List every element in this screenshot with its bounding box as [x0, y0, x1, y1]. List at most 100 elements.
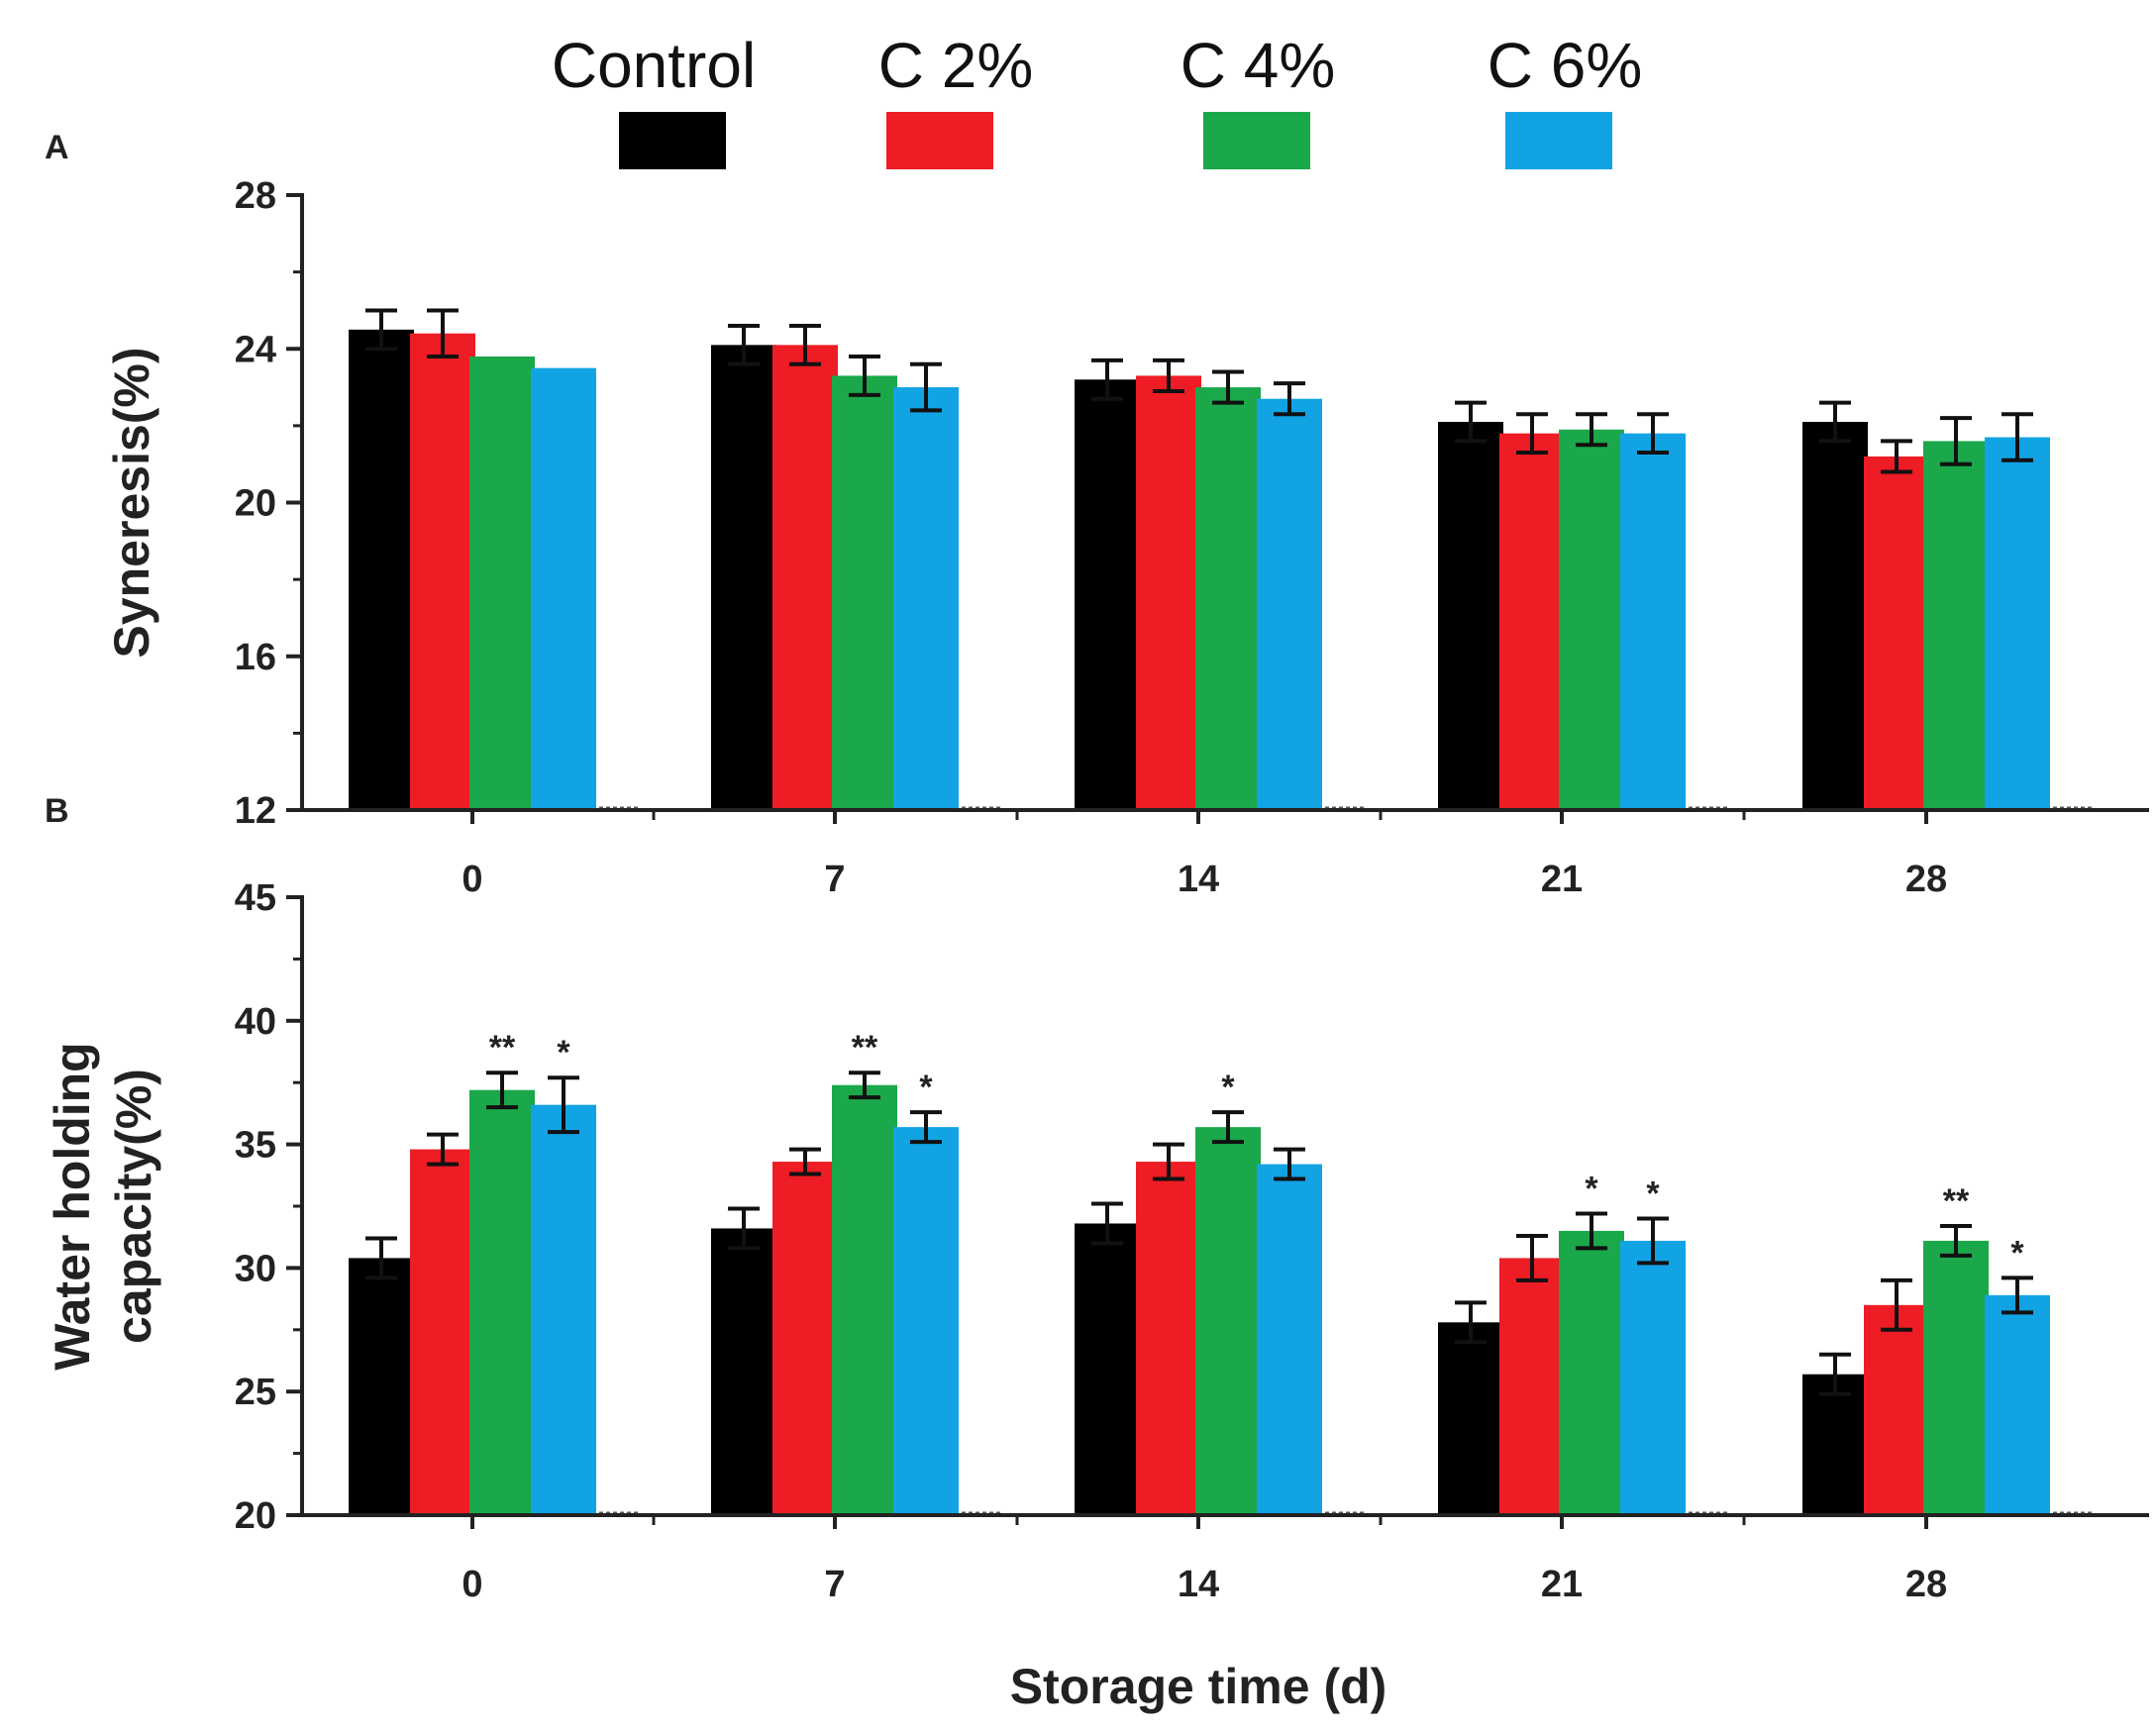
- significance-mark: **: [1943, 1182, 1970, 1220]
- error-bar: [1819, 1352, 1851, 1396]
- legend-label: C 2%: [878, 30, 1034, 101]
- x-tick-label: 14: [1178, 1564, 1219, 1605]
- legend: Control C 2% C 4% C 6%: [552, 30, 1642, 169]
- error-bar: [1091, 1201, 1123, 1246]
- error-bar: [789, 1147, 821, 1176]
- bar-c-4pct-day-0: [469, 1089, 535, 1515]
- legend-label: C 4%: [1181, 30, 1336, 101]
- error-bar: [1212, 369, 1244, 405]
- legend-swatch: [886, 112, 993, 169]
- legend-item-control: Control: [552, 30, 756, 169]
- legend-swatch: [1505, 112, 1612, 169]
- significance-mark: *: [1585, 1170, 1598, 1207]
- error-bar: [1576, 412, 1607, 448]
- y-ticks: 12 16 20 24 28: [235, 175, 302, 832]
- significance-mark: *: [1221, 1069, 1235, 1106]
- y-axis-title-line: Water holding: [45, 1042, 100, 1370]
- bars: [349, 308, 2093, 810]
- error-bar: [1881, 439, 1912, 474]
- bar-c-2pct-day-7: [772, 345, 838, 810]
- bar-c-4pct-day-14: [1195, 1127, 1261, 1515]
- legend-label: Control: [552, 30, 756, 101]
- error-bar: [849, 355, 880, 397]
- x-tick-label: 21: [1541, 859, 1583, 900]
- bar-c-2pct-day-21: [1499, 433, 1565, 810]
- y-tick-label: 25: [235, 1372, 276, 1413]
- x-tick-label: 0: [462, 859, 482, 900]
- x-tick-label: 7: [824, 1564, 845, 1605]
- y-axis-title-line: capacity(%): [106, 1069, 161, 1344]
- bar-c-4pct-day-28: [1923, 441, 1989, 810]
- bar-c-4pct-day-21: [1559, 1230, 1624, 1515]
- error-bar: [1637, 412, 1669, 456]
- bar-c-6pct-day-28: [1985, 437, 2050, 810]
- y-tick-label: 20: [235, 483, 276, 525]
- significance-mark: *: [557, 1034, 570, 1072]
- error-bar: [365, 308, 397, 352]
- bar-c-2pct-day-7: [772, 1162, 838, 1515]
- bar-c-6pct-day-21: [1620, 1240, 1686, 1515]
- error-bar: [1091, 357, 1123, 401]
- bar-c-6pct-day-7: [893, 387, 959, 810]
- bar-c-2pct-day-21: [1499, 1258, 1565, 1515]
- y-tick-label: 40: [235, 1001, 276, 1043]
- y-tick-label: 12: [235, 790, 276, 832]
- legend-item-c-2pct: C 2%: [878, 30, 1034, 169]
- bar-control-day-21: [1438, 421, 1503, 810]
- bar-c-2pct-day-0: [410, 333, 475, 810]
- bar-c-6pct-day-0: [531, 1104, 596, 1515]
- error-bar: [1637, 1216, 1669, 1266]
- bar-control-day-14: [1075, 1223, 1140, 1515]
- x-tick-label: 21: [1541, 1564, 1583, 1605]
- y-tick-label: 45: [235, 877, 276, 919]
- bar-c-6pct-day-7: [893, 1127, 959, 1515]
- y-ticks: 20 25 30 35 40 45: [235, 877, 302, 1537]
- legend-swatch: [1203, 112, 1310, 169]
- bar-c-6pct-day-28: [1985, 1294, 2050, 1515]
- bar-control-day-28: [1802, 421, 1868, 810]
- bar-c-4pct-day-21: [1559, 429, 1624, 810]
- error-bar: [1516, 1233, 1548, 1282]
- error-bar: [1940, 416, 1972, 466]
- bar-c-4pct-day-7: [832, 375, 897, 810]
- y-axis-title: Syneresis(%): [104, 347, 159, 658]
- error-bar: [1819, 400, 1851, 444]
- x-tick-label: 14: [1178, 859, 1219, 900]
- legend-swatch: [619, 112, 726, 169]
- bar-control-day-28: [1802, 1374, 1868, 1515]
- panel-a-syneresis: A 12 16 20 24 28 0 7 14 21 28 Syneresis(%): [45, 129, 2149, 900]
- error-bar: [910, 1110, 942, 1145]
- error-bar: [1576, 1211, 1607, 1251]
- error-bar: [1274, 1147, 1305, 1181]
- error-bar: [486, 1071, 518, 1110]
- bar-control-day-0: [349, 1258, 414, 1515]
- y-tick-label: 16: [235, 637, 276, 678]
- error-bar: [1153, 1142, 1184, 1181]
- error-bar: [1516, 412, 1548, 456]
- error-bar: [2002, 1276, 2033, 1315]
- error-bar: [1153, 357, 1184, 393]
- significance-mark: **: [489, 1029, 516, 1067]
- bar-c-2pct-day-0: [410, 1149, 475, 1515]
- y-tick-label: 24: [235, 329, 276, 370]
- error-bar: [1212, 1110, 1244, 1145]
- bar-c-6pct-day-0: [531, 367, 596, 810]
- y-tick-label: 20: [235, 1495, 276, 1537]
- error-bar: [728, 1206, 760, 1251]
- y-tick-label: 30: [235, 1248, 276, 1289]
- panel-letter: B: [45, 792, 69, 830]
- error-bar: [548, 1075, 579, 1135]
- error-bar: [728, 323, 760, 366]
- error-bar: [1274, 381, 1305, 417]
- panel-letter: A: [45, 129, 69, 166]
- bar-control-day-0: [349, 329, 414, 810]
- x-tick-label: 0: [462, 1564, 482, 1605]
- bar-c-2pct-day-14: [1136, 1162, 1201, 1515]
- legend-item-c-6pct: C 6%: [1488, 30, 1642, 169]
- bar-c-6pct-day-14: [1257, 398, 1322, 810]
- bar-c-4pct-day-0: [469, 357, 535, 810]
- error-bar: [2002, 412, 2033, 462]
- bar-c-6pct-day-14: [1257, 1164, 1322, 1515]
- x-tick-label: 28: [1905, 859, 1947, 900]
